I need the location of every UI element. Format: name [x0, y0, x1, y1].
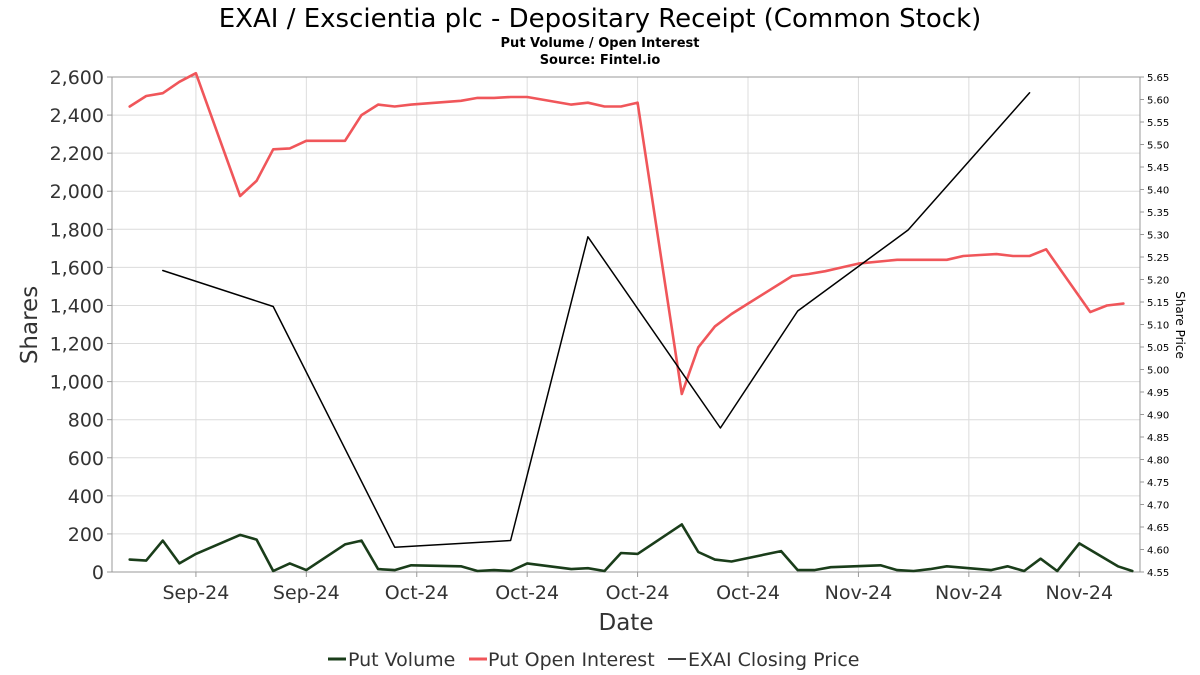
y2-tick-label: 4.75	[1147, 478, 1169, 489]
series-line-put-volume	[128, 523, 1134, 573]
legend-label-put-open-interest: Put Open Interest	[488, 649, 655, 671]
y2-tick-label: 4.85	[1147, 433, 1169, 444]
x-axis-label: Date	[599, 610, 654, 636]
x-tick-label: Nov-24	[825, 582, 893, 604]
x-tick-label: Oct-24	[606, 582, 670, 604]
y-tick-label: 2,200	[50, 143, 104, 165]
y2-tick-label: 5.20	[1147, 276, 1169, 287]
x-tick-label: Nov-24	[935, 582, 1003, 604]
y-tick-label: 800	[68, 410, 104, 432]
x-tick-label: Oct-24	[385, 582, 449, 604]
y2-tick-label: 4.70	[1147, 501, 1169, 512]
y-tick-label: 1,600	[50, 257, 104, 279]
plot-area	[111, 76, 1141, 573]
series-line-put-open-interest	[128, 71, 1125, 396]
y2-tick-label: 5.65	[1147, 73, 1169, 84]
y2-tick-label: 5.60	[1147, 96, 1169, 107]
x-tick-label: Sep-24	[273, 582, 340, 604]
x-tick-label: Nov-24	[1045, 582, 1113, 604]
y-tick-label: 600	[68, 448, 104, 470]
legend-label-put-volume: Put Volume	[348, 649, 455, 671]
y-axis-label: Shares	[17, 286, 43, 364]
chart-subtitle-line-1: Put Volume / Open Interest	[501, 36, 700, 51]
y-tick-label: 0	[92, 562, 104, 584]
chart-subtitle-line-2: Source: Fintel.io	[540, 53, 661, 68]
y2-tick-label: 5.05	[1147, 343, 1169, 354]
y2-tick-label: 4.60	[1147, 546, 1169, 557]
y2-tick-label: 5.50	[1147, 141, 1169, 152]
y-tick-label: 2,000	[50, 181, 104, 203]
y2-tick-label: 4.65	[1147, 523, 1169, 534]
y2-tick-label: 5.55	[1147, 118, 1169, 129]
y-tick-label: 2,400	[50, 105, 104, 127]
y2-tick-label: 5.30	[1147, 231, 1169, 242]
y2-tick-label: 5.35	[1147, 208, 1169, 219]
legend: Put Volume Put Open Interest EXAI Closin…	[328, 649, 860, 671]
y-tick-label: 1,000	[50, 372, 104, 394]
y-tick-label: 1,800	[50, 219, 104, 241]
y-tick-label: 2,600	[50, 67, 104, 89]
y2-axis-label: Share Price	[1173, 291, 1187, 359]
series-layer	[128, 71, 1134, 573]
y2-tick-label: 4.55	[1147, 568, 1169, 579]
y2-tick-label: 4.80	[1147, 456, 1169, 467]
tick-labels: 0 200 400 600 800 1,000 1,200 1,400 1,600 1,800 2,…	[50, 67, 1170, 604]
y2-tick-label: 5.15	[1147, 298, 1169, 309]
x-tick-label: Sep-24	[162, 582, 229, 604]
y2-tick-label: 5.10	[1147, 321, 1169, 332]
chart-title: EXAI / Exscientia plc - Depositary Recei…	[219, 4, 982, 34]
x-tick-label: Oct-24	[495, 582, 559, 604]
y2-tick-label: 4.95	[1147, 388, 1169, 399]
y-tick-label: 1,400	[50, 295, 104, 317]
y-tick-label: 200	[68, 524, 104, 546]
y-tick-label: 1,200	[50, 334, 104, 356]
series-line-closing-price	[162, 92, 1031, 548]
grid	[112, 76, 1140, 573]
x-tick-label: Oct-24	[716, 582, 780, 604]
y2-tick-label: 4.90	[1147, 411, 1169, 422]
y-tick-label: 400	[68, 486, 104, 508]
y2-tick-label: 5.45	[1147, 163, 1169, 174]
y2-tick-label: 5.25	[1147, 253, 1169, 264]
y2-tick-label: 5.00	[1147, 366, 1169, 377]
legend-label-closing-price: EXAI Closing Price	[688, 649, 860, 671]
y2-tick-label: 5.40	[1147, 186, 1169, 197]
